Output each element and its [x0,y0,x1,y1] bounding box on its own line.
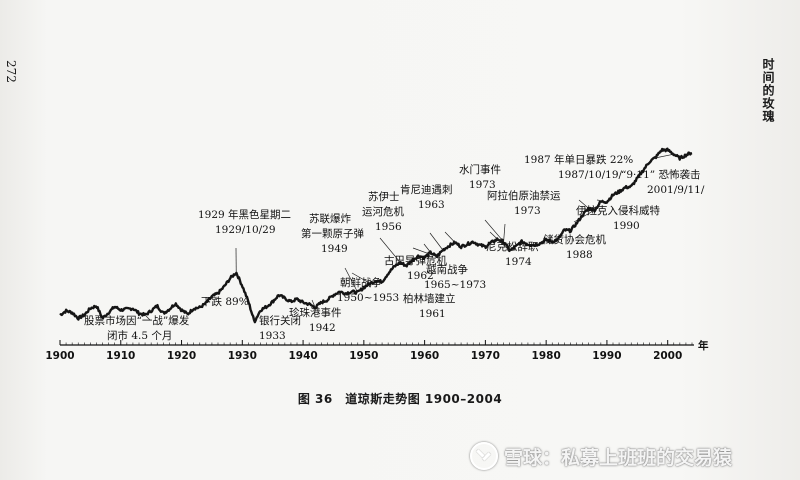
annotation-leader-line [573,209,595,223]
x-tick-label: 1960 [410,350,439,362]
annotation-text: 下跌 89% [201,295,249,308]
annotation-leader-line [423,243,431,253]
event-annotation: 下跌 89% [201,295,255,322]
annotation-leader-line [311,299,316,308]
event-annotation: 水门事件 1973 [459,163,504,242]
annotation-text: 1933 [259,330,286,342]
annotation-leader-line [503,223,506,242]
event-annotation: 尼克松辞职 1974 [486,231,539,268]
annotation-text: 1988 [566,249,593,261]
x-tick-label: 1910 [106,350,135,362]
annotation-text: 苏联爆炸 [309,212,351,225]
annotation-leader-line [429,232,444,251]
event-annotation: 古巴导弹危机 1962 [384,247,447,282]
annotation-leader-line [252,317,255,322]
x-tick-label: 2000 [653,350,682,362]
annotation-leader-line [379,237,401,263]
annotation-text: 1949 [321,243,348,255]
annotation-text: 1961 [419,308,446,320]
annotation-leader-line [484,219,504,242]
x-tick-label: 1900 [45,350,74,362]
annotation-leader-line [344,267,359,293]
annotation-text: 1973 [514,205,541,217]
annotation-text: 阿拉伯原油禁运 [487,189,561,202]
annotation-leader-line [654,153,674,159]
annotation-leader-line [444,231,456,243]
annotation-text: 股票市场因“一战”爆发 [84,314,190,327]
annotation-text: 肯尼迪遇刺 [400,183,453,196]
annotation-text: 1965~1973 [424,279,486,291]
annotation-text: 1942 [309,322,336,334]
event-annotation: 阿拉伯原油禁运 1973 [487,189,561,242]
xueqiu-logo-icon [470,442,498,470]
annotation-text: 朝鲜战争 [340,276,382,289]
event-annotation: 珍珠港事件 1942 [289,299,342,334]
event-annotation: 1929 年黑色星期二 1929/10/29 [198,208,291,273]
annotation-text: “9·11” 恐怖袭击 [621,168,700,181]
annotation-text: 1956 [375,221,402,233]
annotation-text: 1963 [418,199,445,211]
event-annotation: 柏林墙建立 1961 [403,243,456,320]
annotation-text: 越南战争 [426,263,468,276]
watermark-text: 雪球：私募上班班的交易猿 [504,446,733,469]
annotation-text: 柏林墙建立 [403,292,456,305]
annotation-text: 珍珠港事件 [289,306,342,319]
event-annotation: 银行关闭 1933 [255,309,301,342]
series-layer [59,147,693,324]
annotation-leader-line [412,247,437,257]
x-tick-label: 1980 [532,350,561,362]
annotation-text: 1987 年单日暴跌 22% [524,153,633,166]
annotation-text: 运河危机 [362,205,404,218]
dow-jones-series-line [59,147,693,324]
event-annotation: 朝鲜战争 1950~1953 [337,272,399,304]
annotation-text: 1929 年黑色星期二 [198,208,291,221]
x-axis: 1900 1910 1920 1930 1940 1950 1960 1970 1980 1990… [45,339,709,362]
annotation-text: 储贷协会危机 [543,233,606,246]
annotation-text: 1929/10/29 [215,224,276,236]
event-annotation: 肯尼迪遇刺 1963 [400,183,453,251]
annotation-text: 银行关闭 [259,314,301,327]
annotation-text: 水门事件 [459,163,501,176]
event-annotation: 1987 年单日暴跌 22% 1987/10/19/ [524,153,633,209]
x-tick-label: 1940 [288,350,317,362]
x-tick-label: 1950 [349,350,378,362]
event-annotation: 储贷协会危机 1988 [543,209,606,261]
x-tick-label: 1930 [228,350,257,362]
annotation-text: 1950~1953 [337,292,399,304]
annotation-leader-line [351,272,371,284]
x-axis-label: 年 [698,339,709,352]
annotation-text: 第一颗原子弹 [301,227,364,240]
figure-caption: 图 36 道琼斯走势图 1900–2004 [297,392,503,406]
annotation-text: 伊拉克入侵科威特 [576,204,660,217]
annotation-text: 2001/9/11/ [647,184,705,196]
event-annotation: “9·11” 恐怖袭击 2001/9/11/ [621,153,705,196]
x-tick-label: 1990 [592,350,621,362]
annotation-leader-line [578,199,589,209]
annotation-text: 1990 [613,220,640,232]
x-tick-label: 1970 [471,350,500,362]
x-tick-label: 1920 [167,350,196,362]
annotation-text: 1987/10/19/ [558,169,623,181]
annotation-leader-line [255,309,261,319]
annotation-text: 1974 [505,256,532,268]
annotation-leader-line [144,314,151,321]
watermark: 雪球：私募上班班的交易猿 [470,442,732,470]
annotation-leader-line [596,199,607,203]
running-head: 时间的玫瑰 [761,58,775,123]
annotation-text: 古巴导弹危机 [384,254,447,267]
event-annotation: 越南战争 1965~1973 [424,231,486,291]
annotation-text: 1962 [407,270,434,282]
annotation-leader-line [489,231,510,252]
annotation-text: 闭市 4.5 个月 [107,329,172,342]
annotation-text: 苏伊士 [368,190,400,203]
event-annotation: 伊拉克入侵科威特 1990 [576,199,660,232]
annotation-text: 1973 [469,179,496,191]
annotation-text: 尼克松辞职 [486,240,539,253]
